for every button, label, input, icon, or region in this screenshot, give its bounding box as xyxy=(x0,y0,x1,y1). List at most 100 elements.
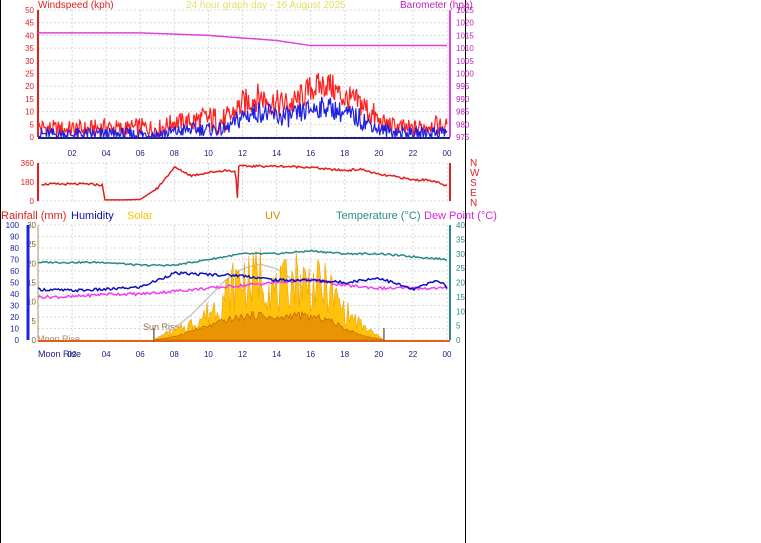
tick-label: 20 xyxy=(10,313,19,322)
tick-label: 20 xyxy=(25,82,34,91)
tick-label: 0 xyxy=(456,336,461,345)
tick-label: 35 xyxy=(456,235,465,244)
tick-label: 20 xyxy=(27,259,36,268)
legend-uv: UV xyxy=(265,210,281,222)
sun-rise-label: Sun Rise xyxy=(143,322,180,332)
tick-label: 22 xyxy=(408,149,417,158)
tick-label: 100 xyxy=(6,221,20,230)
legend-rainfall: Rainfall (mm) xyxy=(1,210,66,222)
moon-rise-label-upper: Moon Rise xyxy=(37,334,80,344)
tick-label: 20 xyxy=(456,279,465,288)
tick-label: 40 xyxy=(10,290,19,299)
tick-label: 70 xyxy=(10,256,19,265)
tick-label: 12 xyxy=(238,350,247,359)
tick-label: 15 xyxy=(456,293,465,302)
legend-humidity: Humidity xyxy=(71,210,114,222)
tick-label: 14 xyxy=(272,149,281,158)
tick-label: 30 xyxy=(27,221,36,230)
graph-title: 24 hour graph day - 16 August 2025 xyxy=(186,0,346,11)
solar-area xyxy=(153,248,385,341)
tick-label: 0 xyxy=(15,336,20,345)
tick-label: 25 xyxy=(25,70,34,79)
tick-label: 985 xyxy=(456,108,470,117)
tick-label: 60 xyxy=(10,267,19,276)
moon-rise-label-lower: Moon Rise xyxy=(38,349,81,359)
humidity-line xyxy=(37,270,448,293)
tick-label: 0 xyxy=(30,133,35,142)
tick-label: 40 xyxy=(25,31,34,40)
tick-label: 0 xyxy=(30,197,35,206)
tick-label: 360 xyxy=(21,159,35,168)
tick-label: 25 xyxy=(456,264,465,273)
tick-label: 1005 xyxy=(456,57,474,66)
uv-area xyxy=(153,310,384,341)
legend-temperature: Temperature (°C) xyxy=(336,210,420,222)
tick-label: 40 xyxy=(456,221,465,230)
tick-label: 20 xyxy=(374,149,383,158)
tick-label: 06 xyxy=(136,149,145,158)
compass-label: S xyxy=(470,178,477,189)
tick-label: 80 xyxy=(10,244,19,253)
tick-label: 00 xyxy=(443,350,452,359)
tick-label: 975 xyxy=(456,133,470,142)
tick-label: 30 xyxy=(456,250,465,259)
tick-label: 5 xyxy=(32,317,37,326)
tick-label: 15 xyxy=(27,279,36,288)
wind-average-line xyxy=(38,96,448,140)
tick-label: 14 xyxy=(272,350,281,359)
compass-label: N xyxy=(470,198,477,209)
tick-label: 5 xyxy=(456,322,461,331)
compass-label: N xyxy=(470,158,477,169)
tick-label: 10 xyxy=(456,307,465,316)
dew-point-line xyxy=(37,277,448,300)
tick-label: 90 xyxy=(10,233,19,242)
windspeed-axis-label: Windspeed (kph) xyxy=(38,0,114,11)
tick-label: 10 xyxy=(10,325,19,334)
tick-label: 995 xyxy=(456,82,470,91)
tick-label: 18 xyxy=(340,350,349,359)
tick-label: 02 xyxy=(68,350,77,359)
wind-direction-line xyxy=(41,164,448,201)
tick-label: 18 xyxy=(340,149,349,158)
tick-label: 1015 xyxy=(456,31,474,40)
compass-label: E xyxy=(470,188,477,199)
barometer-line xyxy=(38,32,447,47)
tick-label: 980 xyxy=(456,120,470,129)
compass-label: W xyxy=(470,168,480,179)
tick-label: 12 xyxy=(238,149,247,158)
tick-label: 16 xyxy=(306,350,315,359)
tick-label: 04 xyxy=(102,350,111,359)
tick-label: 22 xyxy=(408,350,417,359)
tick-label: 02 xyxy=(68,149,77,158)
barometer-axis-label: Barometer (hpa) xyxy=(400,0,473,11)
tick-label: 25 xyxy=(27,240,36,249)
graph-frame xyxy=(0,0,466,543)
tick-label: 10 xyxy=(25,108,34,117)
tick-label: 0 xyxy=(32,336,37,345)
tick-label: 1025 xyxy=(456,6,474,15)
temperature-line xyxy=(37,249,448,267)
tick-label: 08 xyxy=(170,350,179,359)
tick-label: 15 xyxy=(25,95,34,104)
tick-label: 20 xyxy=(374,350,383,359)
tick-label: 5 xyxy=(30,120,35,129)
tick-label: 35 xyxy=(25,44,34,53)
tick-label: 45 xyxy=(25,19,34,28)
tick-label: 08 xyxy=(170,149,179,158)
tick-label: 1010 xyxy=(456,44,474,53)
tick-label: 04 xyxy=(102,149,111,158)
tick-label: 10 xyxy=(204,149,213,158)
tick-label: 10 xyxy=(27,298,36,307)
tick-label: 50 xyxy=(25,6,34,15)
tick-label: 1000 xyxy=(456,70,474,79)
legend-dew-point: Dew Point (°C) xyxy=(424,210,497,222)
tick-label: 00 xyxy=(443,149,452,158)
tick-label: 990 xyxy=(456,95,470,104)
tick-label: 1020 xyxy=(456,19,474,28)
tick-label: 16 xyxy=(306,149,315,158)
tick-label: 180 xyxy=(21,178,35,187)
tick-label: 30 xyxy=(25,57,34,66)
legend-solar: Solar xyxy=(127,210,153,222)
tick-label: 30 xyxy=(10,302,19,311)
